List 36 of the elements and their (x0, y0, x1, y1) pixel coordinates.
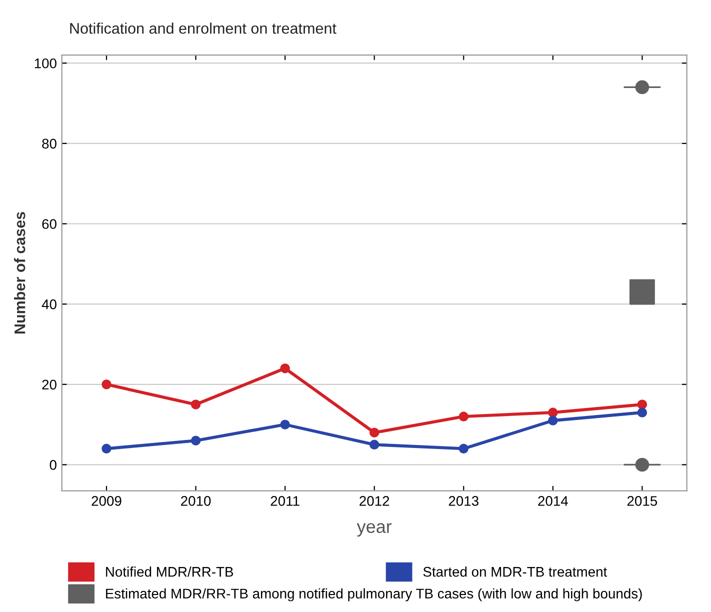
point (458, 412, 468, 422)
point (548, 408, 558, 418)
point (637, 400, 648, 410)
x-tick-label: 2010 (181, 496, 211, 506)
x-tick-label: 2015 (627, 496, 658, 506)
y-tick-label: 100 (34, 58, 56, 68)
x-tick-label: 2013 (448, 496, 478, 506)
x-tick-label: 2011 (270, 496, 300, 506)
point (369, 428, 380, 438)
point (369, 440, 380, 450)
legend-label: Started on MDR-TB treatment (423, 566, 608, 577)
y-axis-title: Number of cases (14, 212, 26, 334)
x-tick-label: 2012 (360, 496, 390, 506)
point (102, 444, 112, 454)
chart-title: Notification and enrolment on treatment (70, 22, 336, 34)
y-tick-label: 60 (42, 219, 56, 229)
point (635, 80, 650, 94)
point (190, 436, 201, 446)
y-tick-label: 80 (42, 138, 56, 149)
point (637, 408, 648, 418)
legend-label: Notified MDR/RR-TB (106, 566, 234, 577)
x-tick-label: 2009 (92, 496, 122, 506)
point (458, 444, 468, 454)
point (635, 458, 650, 472)
x-axis-title: year (356, 523, 392, 537)
point (280, 420, 290, 430)
point (102, 380, 112, 390)
legend-label: Estimated MDR/RR-TB among notified pulmonary TB cases (with low and high bounds) (106, 588, 642, 602)
y-tick-label: 40 (42, 299, 56, 310)
point (629, 279, 655, 305)
point (548, 416, 558, 426)
y-tick-label: 20 (42, 380, 56, 390)
point (280, 363, 290, 374)
y-tick-label: 0 (50, 460, 56, 470)
point (190, 400, 201, 410)
x-tick-label: 2014 (538, 496, 568, 506)
